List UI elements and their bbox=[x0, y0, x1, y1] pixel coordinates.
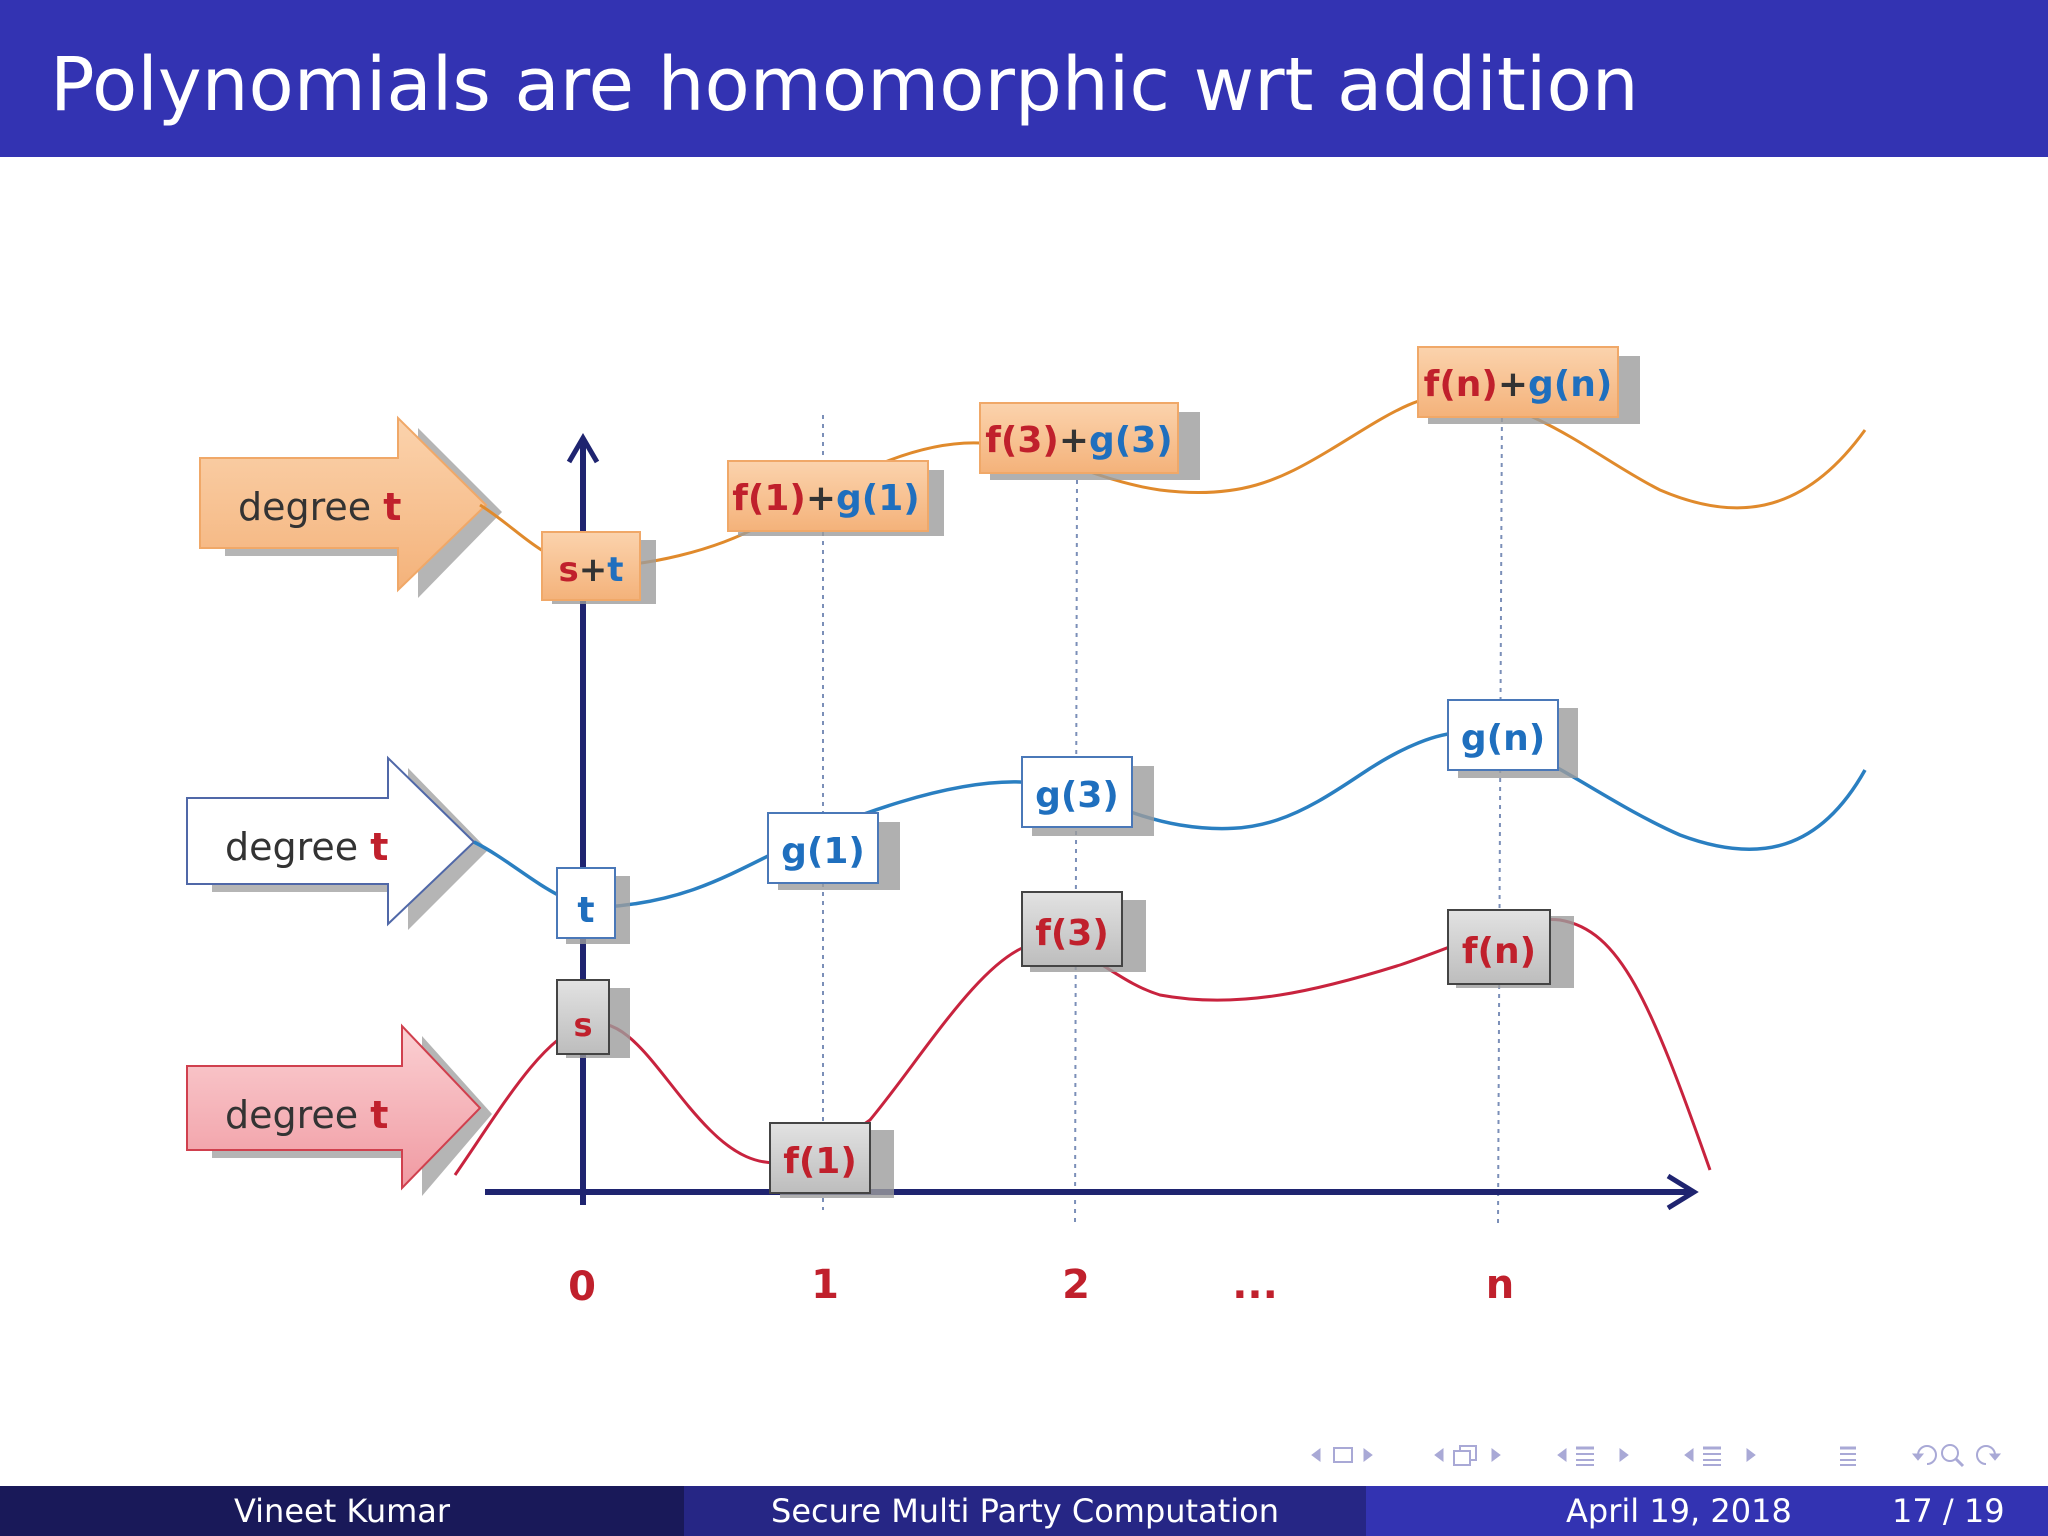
degree-arrow-white: degree t bbox=[186, 755, 488, 930]
footer-date: April 19, 2018 bbox=[1566, 1492, 1792, 1530]
box-s: s bbox=[556, 979, 630, 1058]
footer-page-number: 17 / 19 bbox=[1892, 1492, 2005, 1530]
nav-forward-icon[interactable] bbox=[1976, 1445, 2002, 1465]
svg-text:f(n)+g(n): f(n)+g(n) bbox=[1424, 364, 1613, 405]
nav-prev-section-icon[interactable] bbox=[1557, 1448, 1567, 1462]
footer-right: April 19, 2018 17 / 19 bbox=[1366, 1486, 2048, 1536]
slide-header: Polynomials are homomorphic wrt addition bbox=[0, 0, 2048, 157]
footer-talk-title: Secure Multi Party Computation bbox=[684, 1486, 1366, 1536]
box-f1: f(1) bbox=[769, 1122, 894, 1198]
box-g1: g(1) bbox=[767, 812, 900, 890]
nav-back-icon[interactable] bbox=[1911, 1445, 1937, 1465]
nav-prev-frame-icon[interactable] bbox=[1311, 1448, 1321, 1462]
degree-arrow-orange: degree t bbox=[199, 415, 502, 598]
nav-next-section-icon[interactable] bbox=[1619, 1448, 1629, 1462]
degree-label-orange: degree t bbox=[238, 485, 401, 529]
beamer-navigation-bar bbox=[1311, 1444, 2002, 1468]
degree-label-white: degree t bbox=[225, 825, 388, 869]
svg-text:t: t bbox=[577, 890, 594, 931]
footer-author: Vineet Kumar bbox=[0, 1486, 684, 1536]
box-t: t bbox=[556, 867, 630, 944]
box-s-plus-t: s+t bbox=[541, 531, 656, 604]
nav-next-document-icon[interactable] bbox=[1746, 1448, 1756, 1462]
svg-text:s: s bbox=[573, 1006, 592, 1044]
svg-text:g(1): g(1) bbox=[781, 831, 865, 872]
x-tick-n: n bbox=[1486, 1262, 1514, 1308]
box-g3: g(3) bbox=[1021, 756, 1154, 836]
svg-text:g(3): g(3) bbox=[1035, 775, 1119, 816]
degree-arrow-red: degree t bbox=[186, 1023, 492, 1196]
nav-section-icon[interactable] bbox=[1576, 1446, 1594, 1466]
box-fn: f(n) bbox=[1447, 909, 1574, 988]
nav-search-icon[interactable] bbox=[1941, 1444, 1965, 1468]
nav-next-subsection-icon[interactable] bbox=[1491, 1448, 1501, 1462]
box-f1-plus-g1: f(1)+g(1) bbox=[727, 460, 944, 536]
svg-text:g(n): g(n) bbox=[1461, 718, 1545, 759]
svg-text:f(3): f(3) bbox=[1035, 913, 1109, 954]
nav-next-frame-icon[interactable] bbox=[1363, 1448, 1373, 1462]
guide-line-n bbox=[1497, 399, 1503, 1226]
degree-label-red: degree t bbox=[225, 1093, 388, 1137]
nav-prev-subsection-icon[interactable] bbox=[1434, 1448, 1444, 1462]
svg-text:f(1)+g(1): f(1)+g(1) bbox=[732, 478, 920, 519]
x-axis bbox=[485, 1173, 1699, 1211]
slide-footer: Vineet Kumar Secure Multi Party Computat… bbox=[0, 1486, 2048, 1536]
sum-polynomial-curve bbox=[479, 393, 1867, 568]
nav-frame-icon[interactable] bbox=[1333, 1447, 1353, 1463]
nav-prev-document-icon[interactable] bbox=[1684, 1448, 1694, 1462]
box-fn-plus-gn: f(n)+g(n) bbox=[1417, 346, 1640, 424]
x-tick-ellipsis: ... bbox=[1232, 1262, 1278, 1308]
x-tick-1: 1 bbox=[811, 1262, 839, 1308]
slide-title: Polynomials are homomorphic wrt addition bbox=[50, 42, 1639, 128]
g-polynomial-curve bbox=[473, 730, 1867, 909]
polynomial-diagram: degree t degree t degree t s+t f(1)+g(1)… bbox=[186, 346, 1867, 1310]
x-tick-2: 2 bbox=[1062, 1262, 1090, 1308]
x-tick-0: 0 bbox=[568, 1264, 596, 1310]
svg-text:f(1): f(1) bbox=[783, 1141, 857, 1182]
svg-text:f(3)+g(3): f(3)+g(3) bbox=[985, 420, 1173, 461]
svg-text:s+t: s+t bbox=[558, 550, 623, 590]
svg-text:f(n): f(n) bbox=[1462, 931, 1536, 972]
box-f3: f(3) bbox=[1021, 891, 1146, 972]
box-f3-plus-g3: f(3)+g(3) bbox=[979, 402, 1200, 480]
nav-document-icon[interactable] bbox=[1703, 1446, 1721, 1466]
box-gn: g(n) bbox=[1447, 699, 1578, 778]
nav-appendix-icon[interactable] bbox=[1840, 1446, 1856, 1466]
guide-line-2 bbox=[1074, 479, 1078, 1226]
nav-subsection-icon[interactable] bbox=[1453, 1445, 1477, 1466]
